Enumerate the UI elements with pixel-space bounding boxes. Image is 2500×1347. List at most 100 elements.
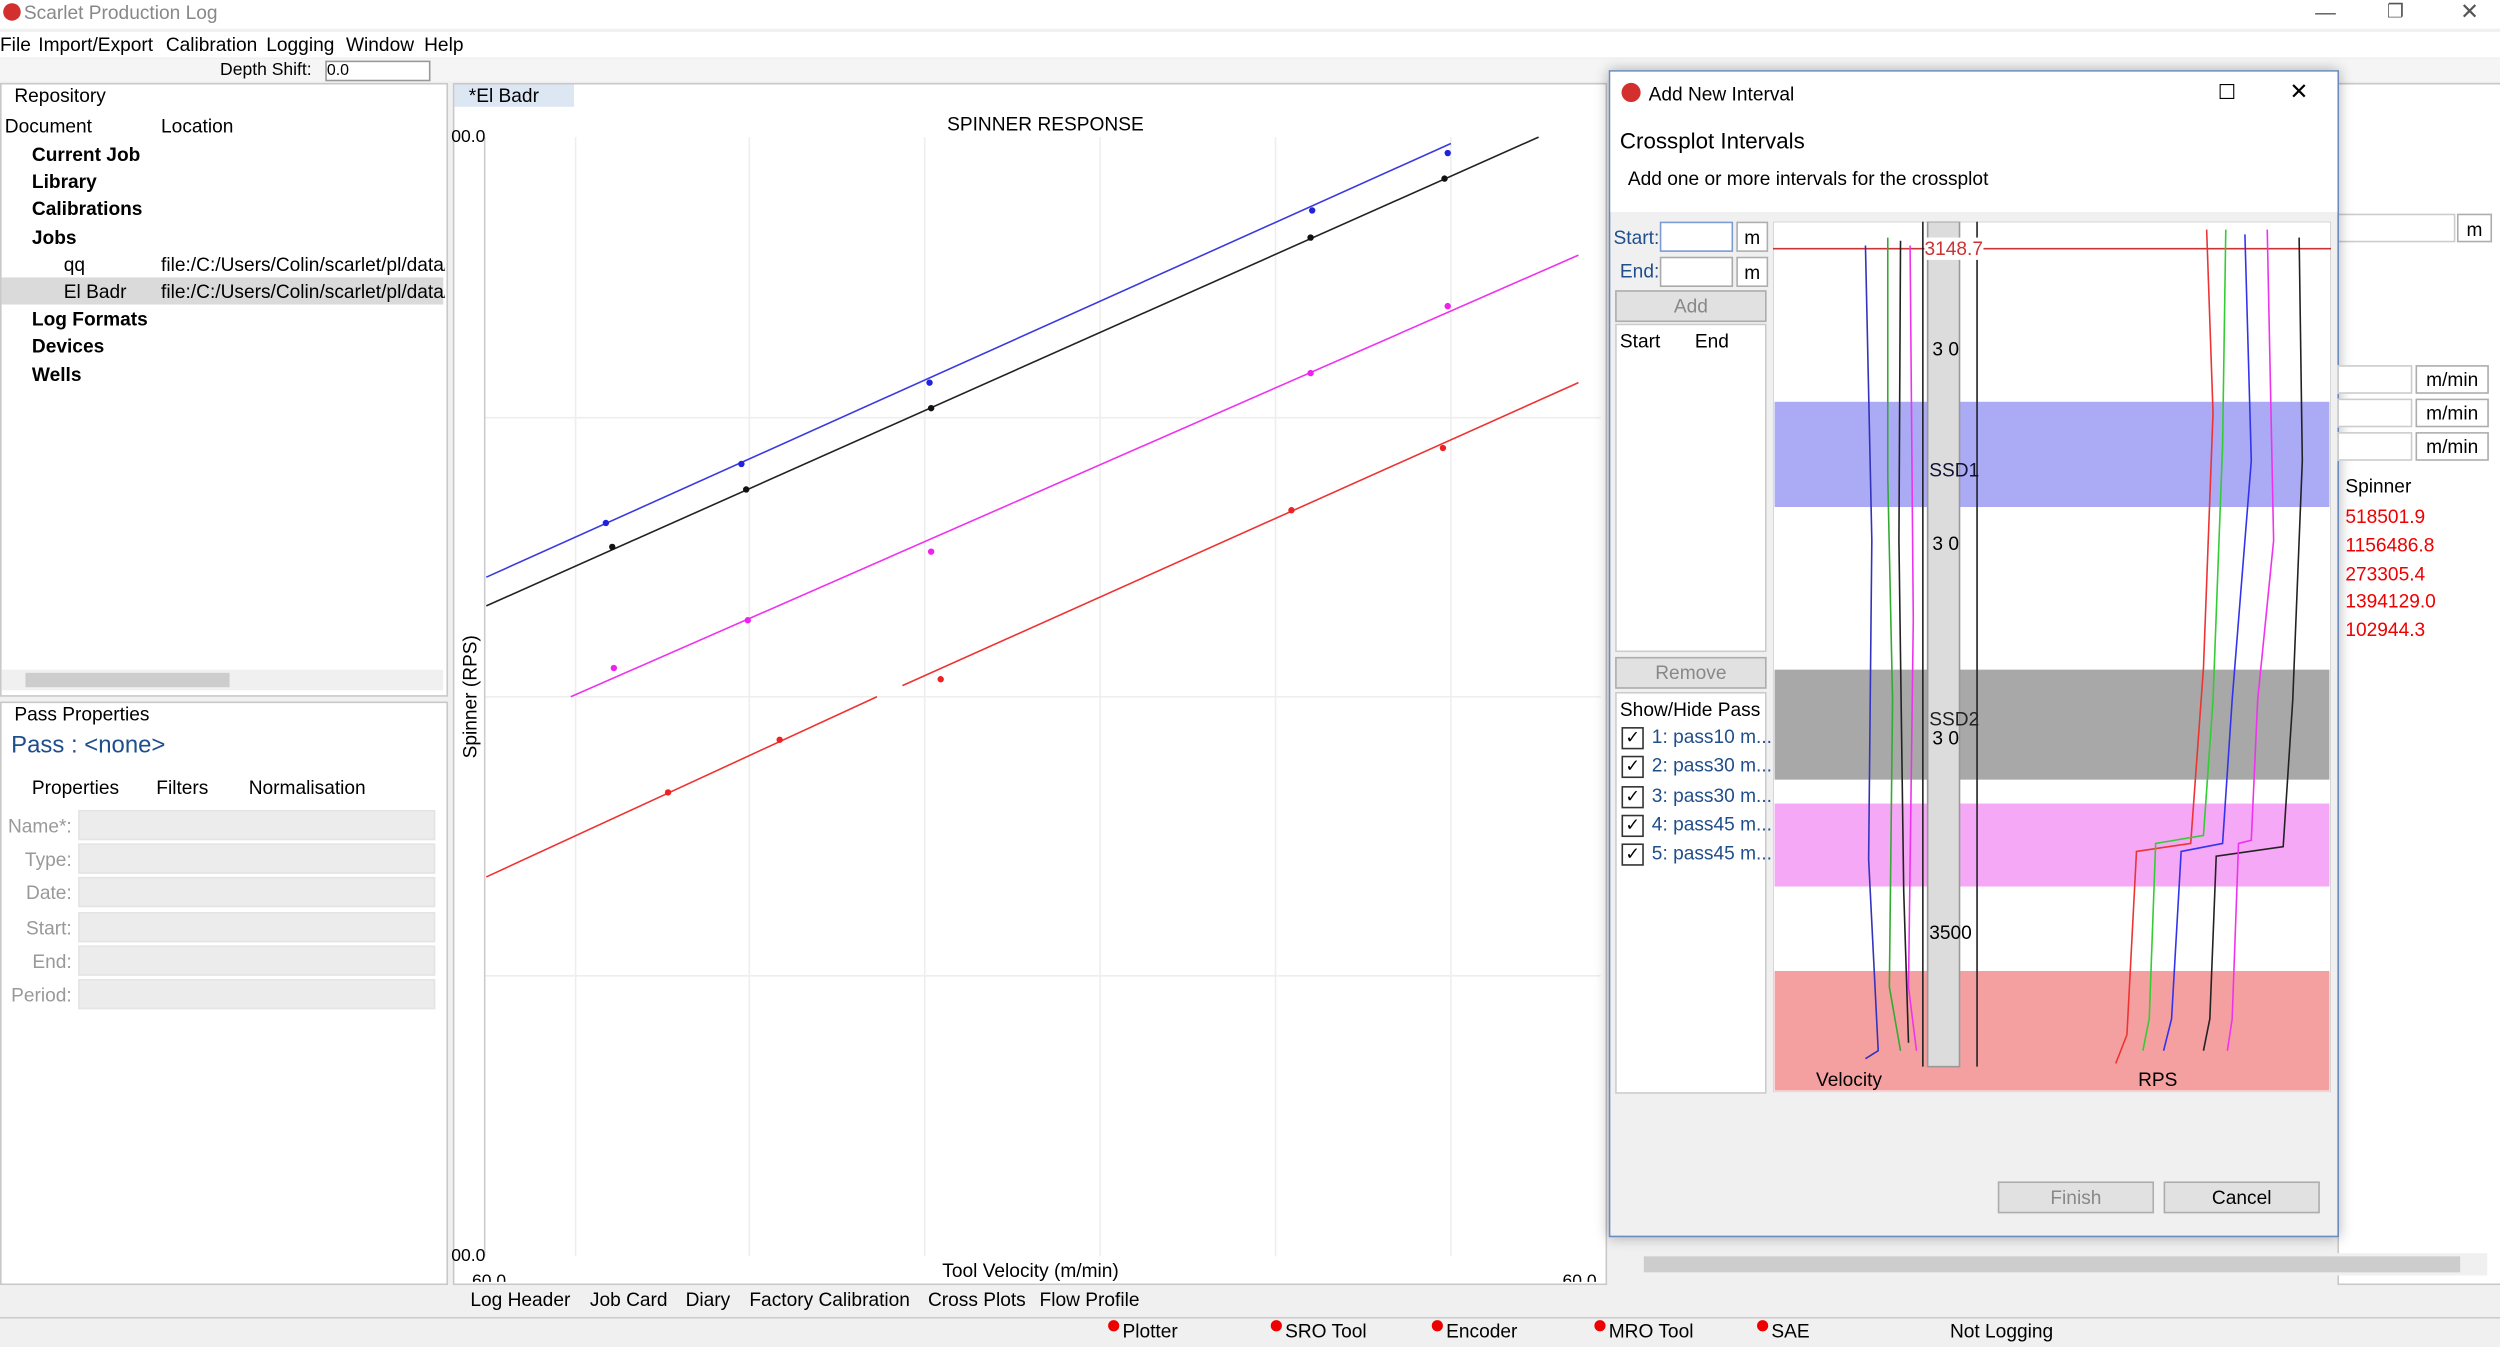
plot-title: SPINNER RESPONSE	[947, 113, 1144, 136]
scrollbar[interactable]	[1, 669, 444, 691]
pass-list-title: Show/Hide Pass	[1619, 698, 1761, 721]
field-label: Start:	[26, 916, 72, 939]
field[interactable]	[78, 877, 436, 908]
tab[interactable]: Normalisation	[248, 776, 366, 799]
status-item: Encoder	[1446, 1320, 1518, 1343]
checkbox[interactable]: ✓	[1621, 785, 1644, 808]
menu-item[interactable]: Calibration	[165, 33, 258, 56]
spinner-value: 518501.9	[2345, 505, 2426, 528]
dialog-heading: Crossplot Intervals	[1619, 127, 1805, 154]
editor-tab[interactable]: Job Card	[589, 1288, 668, 1311]
menu-item[interactable]: Import/Export	[38, 33, 154, 56]
y-axis-label: Spinner (RPS)	[459, 635, 482, 759]
editor-tab[interactable]: Flow Profile	[1039, 1288, 1140, 1311]
close[interactable]: ✕	[2460, 0, 2479, 24]
start-label: Start:	[1613, 226, 1660, 249]
start-input[interactable]	[1659, 221, 1734, 252]
tree-item[interactable]: Jobs	[31, 225, 77, 249]
unit: m	[2456, 213, 2493, 243]
checkbox[interactable]: ✓	[1621, 756, 1644, 779]
field[interactable]	[78, 911, 436, 942]
menu-item[interactable]: Help	[424, 33, 464, 56]
menu-item[interactable]: Logging	[266, 33, 335, 56]
checkbox[interactable]: ✓	[1621, 814, 1644, 837]
repository-panel	[0, 82, 449, 697]
status-dot	[1270, 1320, 1282, 1332]
status-bar	[0, 1316, 2500, 1347]
field-label: Name*:	[7, 814, 72, 838]
y-tick-label: 00.0	[451, 127, 486, 147]
field[interactable]	[78, 945, 436, 976]
add-button[interactable]: Add	[1615, 290, 1767, 323]
menu-item[interactable]: Window	[345, 33, 415, 56]
close[interactable]: ✕	[2289, 78, 2309, 104]
status-dot	[1594, 1320, 1606, 1332]
unit: m/min	[2415, 398, 2489, 428]
field-label: Date:	[26, 882, 72, 905]
field[interactable]	[78, 809, 436, 841]
tree-location: file:/C:/Users/Colin/scarlet/pl/data/	[161, 253, 445, 276]
tree-item[interactable]: Log Formats	[31, 308, 148, 331]
status-item: Not Logging	[1949, 1320, 2054, 1343]
scrollbar[interactable]	[1618, 1253, 2488, 1276]
tree-item[interactable]: Wells	[31, 362, 82, 386]
window-title: Scarlet Production Log	[23, 1, 218, 24]
checkbox[interactable]: ✓	[1621, 843, 1644, 867]
title-bar	[0, 0, 2500, 29]
spinner-value: 273305.4	[2345, 562, 2426, 585]
tree-item[interactable]: Devices	[31, 335, 105, 358]
tree-item[interactable]: El Badr	[63, 280, 127, 303]
input[interactable]	[2337, 432, 2413, 461]
track-label: Velocity	[1816, 1068, 1882, 1091]
cancel-button[interactable]: Cancel	[2163, 1181, 2320, 1214]
menu-item[interactable]: File	[0, 33, 31, 56]
tree-item[interactable]: Current Job	[31, 143, 141, 166]
depth-label: 3500	[1929, 921, 1972, 944]
editor-tab[interactable]: Log Header	[470, 1288, 571, 1311]
depth-shift-input[interactable]: 0.0	[325, 60, 431, 82]
panel-title: Pass Properties	[14, 703, 150, 726]
field[interactable]	[78, 978, 436, 1010]
pass-item: 3: pass30 m...	[1651, 783, 1772, 807]
editor-tab[interactable]	[454, 84, 574, 107]
depth-label: 3 0	[1932, 532, 1960, 555]
fit-line	[485, 136, 1539, 607]
grid	[484, 137, 1601, 1257]
status-item: SRO Tool	[1285, 1320, 1367, 1343]
dialog-header	[1610, 71, 2338, 213]
depth-label: 3 0	[1932, 338, 1960, 361]
status-item: SAE	[1771, 1320, 1810, 1343]
finish-button[interactable]: Finish	[1997, 1181, 2155, 1214]
spinner-value: 1394129.0	[2345, 590, 2436, 613]
tree-item[interactable]: Library	[31, 170, 97, 194]
remove-button[interactable]: Remove	[1615, 656, 1767, 689]
end-input[interactable]	[1659, 256, 1734, 287]
tab[interactable]: Properties	[31, 776, 120, 799]
field-label: Type:	[24, 848, 72, 871]
input[interactable]	[2337, 398, 2413, 428]
maximize[interactable]: ☐	[2217, 79, 2237, 104]
input[interactable]	[2337, 213, 2456, 243]
status-dot	[1108, 1320, 1120, 1332]
editor	[452, 82, 1608, 1286]
minimize[interactable]: —	[2315, 0, 2336, 24]
crossplot	[483, 136, 1601, 1257]
fit-line	[485, 142, 1452, 578]
pass-item: 2: pass30 m...	[1651, 754, 1772, 777]
column-header: Document	[4, 114, 93, 138]
restore[interactable]: ❐	[2386, 0, 2404, 23]
checkbox[interactable]: ✓	[1621, 727, 1644, 750]
column-header: Location	[161, 114, 234, 138]
fit-line	[902, 381, 1579, 687]
editor-tab[interactable]: Cross Plots	[927, 1288, 1026, 1311]
input[interactable]	[2337, 365, 2413, 394]
tab[interactable]: Filters	[156, 776, 209, 799]
tree-item[interactable]: qq	[63, 253, 86, 276]
tree-item[interactable]: Calibrations	[31, 198, 143, 221]
editor-tab[interactable]: Factory Calibration	[749, 1288, 910, 1311]
unit: m	[1736, 256, 1769, 287]
editor-tab[interactable]: Diary	[685, 1288, 731, 1311]
field[interactable]	[78, 843, 436, 875]
zone-label: SSD1	[1929, 459, 1980, 482]
